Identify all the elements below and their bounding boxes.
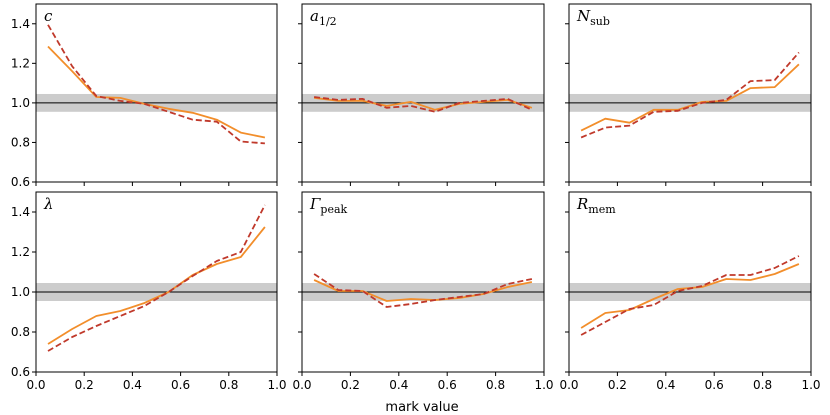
y-tick-label: 1.2 (11, 245, 30, 259)
panel-lambda: 0.0 0.2 0.4 0.6 0.8 1.0 0.6 0.8 1.0 1.2 1.4 λ (11, 191, 287, 392)
y-tick-label: 0.8 (11, 135, 30, 149)
x-tick-label: 0.4 (389, 378, 408, 392)
x-tick-label: 0.0 (26, 378, 45, 392)
x-tick-label: 0.0 (292, 378, 311, 392)
series-line-dashed (580, 255, 800, 336)
panel-frame (301, 3, 545, 183)
x-tick-label: 0.8 (486, 378, 505, 392)
y-tick-label: 1.2 (11, 56, 30, 70)
x-axis-label: mark value (385, 400, 458, 415)
series-line-solid (47, 226, 266, 345)
panel-title-main: a (310, 7, 319, 25)
series-line-solid (47, 45, 266, 139)
series-group (313, 96, 533, 113)
x-tick-label: 0.6 (438, 378, 457, 392)
series-line-dashed (47, 204, 266, 352)
panel-Gamma: 0.0 0.2 0.4 0.6 0.8 1.0 Γpeak (292, 191, 554, 392)
panel-title-main: λ (43, 195, 54, 213)
series-group (313, 273, 533, 308)
panel-title-main: Γ (309, 195, 321, 213)
panel-title-main: c (44, 7, 53, 25)
x-tick-label: 0.4 (656, 378, 675, 392)
series-group (580, 255, 800, 336)
panel-frame (35, 3, 278, 183)
panel-a: a1/2 (298, 3, 545, 186)
y-tick-label: 1.0 (11, 285, 30, 299)
series-group (47, 24, 266, 145)
x-tick-label: 0.4 (123, 378, 142, 392)
panel-frame (35, 191, 278, 373)
y-tick-label: 1.4 (11, 17, 30, 31)
y-tick-label: 0.8 (11, 325, 30, 339)
y-tick-label: 0.6 (11, 175, 30, 189)
series-line-dashed (580, 51, 800, 139)
panel-N: Nsub (565, 3, 812, 186)
series-line-dashed (313, 96, 533, 113)
series-group (580, 51, 800, 139)
x-tick-label: 0.6 (705, 378, 724, 392)
y-tick-label: 1.0 (11, 96, 30, 110)
x-tick-label: 1.0 (534, 378, 553, 392)
x-tick-label: 0.8 (753, 378, 772, 392)
series-line-solid (313, 97, 533, 111)
x-tick-label: 1.0 (801, 378, 820, 392)
panel-title-main: N (576, 7, 591, 25)
panel-title-subscript: 1/2 (319, 15, 337, 28)
panel-title: a1/2 (310, 7, 337, 28)
panel-title: c (44, 7, 53, 25)
panel-title: Γpeak (309, 195, 348, 216)
panel-R: 0.0 0.2 0.4 0.6 0.8 1.0 Rmem (559, 191, 821, 392)
panel-title-subscript: mem (588, 203, 616, 216)
x-tick-label: 0.8 (219, 378, 238, 392)
x-tick-label: 0.0 (559, 378, 578, 392)
x-tick-label: 0.2 (341, 378, 360, 392)
series-line-dashed (47, 24, 265, 145)
panel-title-subscript: peak (320, 203, 347, 216)
panel-title: Nsub (576, 7, 610, 28)
panel-title-subscript: sub (590, 15, 610, 28)
x-tick-label: 0.2 (75, 378, 94, 392)
x-tick-label: 1.0 (267, 378, 286, 392)
panel-title: Rmem (576, 195, 616, 216)
series-line-solid (580, 63, 800, 132)
panel-frame (568, 3, 812, 183)
y-tick-label: 0.6 (11, 365, 30, 379)
x-tick-label: 0.2 (608, 378, 627, 392)
x-tick-label: 0.6 (171, 378, 190, 392)
panel-title: λ (43, 195, 54, 213)
panel-title-main: R (576, 195, 588, 213)
panel-frame (301, 191, 545, 373)
panel-c: 0.6 0.8 1.0 1.2 1.4 c (11, 3, 278, 189)
panel-frame (568, 191, 812, 373)
series-group (47, 204, 266, 352)
y-tick-label: 1.4 (11, 205, 30, 219)
series-line-dashed (313, 273, 533, 308)
